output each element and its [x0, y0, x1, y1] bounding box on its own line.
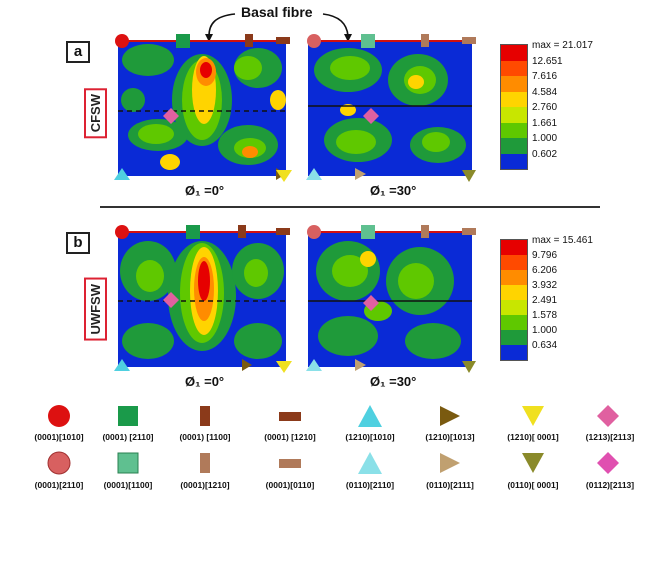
- legend-row1-label-2: (0001) [1100]: [179, 432, 231, 442]
- colorbar-a-label-1: 12.651: [532, 56, 563, 67]
- odf-map-b-phi30: [308, 231, 472, 367]
- legend-row2-label-1: (0001)[1100]: [103, 480, 153, 490]
- legend-row2-label-5: (0110)[2111]: [426, 480, 474, 490]
- legend-row2-symbols: [47, 451, 619, 475]
- panel-b-letter: b: [66, 232, 90, 254]
- panel-a-letter: a: [66, 41, 90, 63]
- panel-b-phi0-label: Ø₁ =0°: [185, 374, 225, 389]
- colorbar-a-label-6: 1.000: [532, 133, 558, 144]
- colorbar-b: [500, 239, 528, 361]
- panel-a-process-label: CFSW: [84, 88, 107, 139]
- colorbar-a-label-0: max = 21.017: [532, 40, 593, 51]
- legend-row1-label-0: (0001)[1010]: [34, 432, 84, 442]
- legend-row1-label-3: (0001) [1210]: [264, 432, 316, 442]
- legend-row1-label-7: (1213)[2113]: [585, 432, 635, 442]
- legend-row1-label-5: (1210)[1013]: [425, 432, 475, 442]
- odf-map-a-phi30: [308, 40, 472, 176]
- colorbar-b-label-5: 1.578: [532, 310, 558, 321]
- odf-map-a-phi0: [118, 40, 286, 176]
- colorbar-b-label-1: 9.796: [532, 250, 558, 261]
- legend-row2-label-6: (0110)[ 0001]: [507, 480, 559, 490]
- colorbar-b-label-4: 2.491: [532, 295, 558, 306]
- panel-b-phi30-label: Ø₁ =30°: [370, 374, 417, 389]
- basal-fibre-annotation: Basal fibre: [205, 2, 375, 42]
- colorbar-a-label-5: 1.661: [532, 118, 558, 129]
- legend-row2-label-4: (0110)[2110]: [345, 480, 395, 490]
- panel-a-phi0-label: Ø₁ =0°: [185, 183, 225, 198]
- panel-divider: [100, 206, 600, 208]
- legend-row2-label-3: (0001)[0110]: [265, 480, 315, 490]
- colorbar-b-label-6: 1.000: [532, 325, 558, 336]
- colorbar-a: [500, 44, 528, 170]
- colorbar-a-label-3: 4.584: [532, 87, 558, 98]
- colorbar-b-label-0: max = 15.461: [532, 235, 593, 246]
- odf-map-b-phi0: [118, 231, 286, 367]
- colorbar-a-label-7: 0.602: [532, 149, 558, 160]
- panel-a-markers: [114, 34, 476, 182]
- legend-row1-label-1: (0001) [2110]: [102, 432, 154, 442]
- colorbar-a-label-4: 2.760: [532, 102, 558, 113]
- legend-row1-label-4: (1210)[1010]: [345, 432, 395, 442]
- legend-row1-symbols: [48, 405, 619, 427]
- legend-row2-label-7: (0112)[2113]: [585, 480, 635, 490]
- legend-row1-label-6: (1210)[ 0001]: [507, 432, 559, 442]
- colorbar-b-label-3: 3.932: [532, 280, 558, 291]
- legend-row2-label-2: (0001)[1210]: [180, 480, 230, 490]
- annotation-arrows: [205, 13, 352, 42]
- colorbar-a-label-2: 7.616: [532, 71, 558, 82]
- panel-b-markers: [114, 225, 476, 373]
- colorbar-b-label-7: 0.634: [532, 340, 558, 351]
- panel-b-process-label: UWFSW: [84, 278, 107, 341]
- panel-a-phi30-label: Ø₁ =30°: [370, 183, 417, 198]
- legend-row2-label-0: (0001)[2110]: [34, 480, 84, 490]
- colorbar-b-label-2: 6.206: [532, 265, 558, 276]
- basal-fibre-label: Basal fibre: [241, 4, 313, 20]
